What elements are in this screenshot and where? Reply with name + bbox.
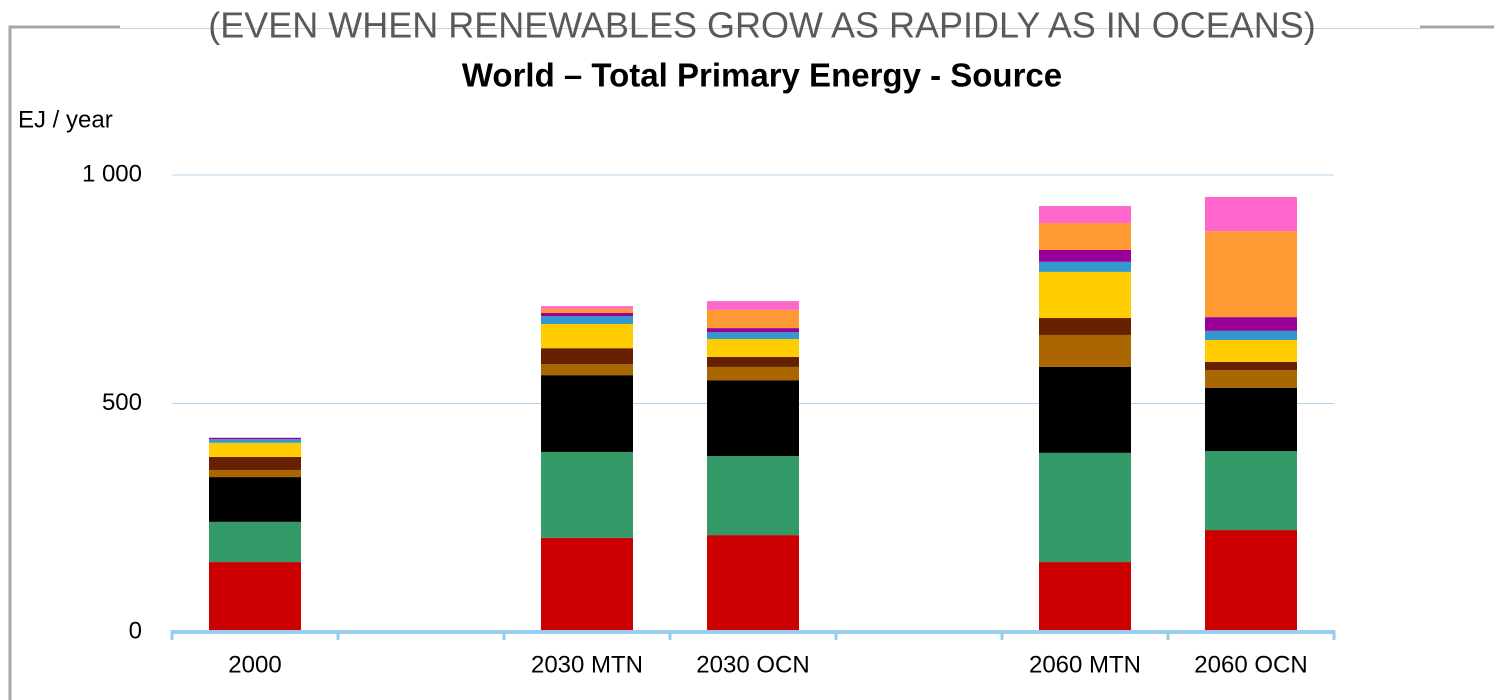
bar-segment [1205,451,1297,531]
bar-segment [541,308,633,314]
bar-segment [707,328,799,333]
y-tick-label: 0 [129,617,142,644]
bar-segment [707,366,799,381]
bar-segment [1039,261,1131,272]
bar-segment [1205,339,1297,362]
bar-segment [1205,370,1297,388]
y-axis-label: EJ / year [18,106,113,133]
chart-title: World – Total Primary Energy - Source [462,57,1062,94]
bar-segment [209,456,301,471]
bar-segment [707,356,799,367]
bar-segment [541,313,633,317]
bar-segment [707,332,799,340]
bar-segment [541,537,633,632]
bar-segment [1205,196,1297,232]
bar-segment [541,316,633,324]
bar-segment [1205,317,1297,331]
bar-segment [707,339,799,357]
bar-segment [541,375,633,452]
bar-segment [541,451,633,538]
title-backdrop [120,0,1420,28]
bar-segment [209,442,301,457]
bar-segment [1039,452,1131,563]
bar-segment [1039,334,1131,367]
bar-segment [209,470,301,478]
bar-segment [541,323,633,349]
bar-segment [1039,222,1131,250]
bar-segment [209,437,301,440]
bar-segment [1039,318,1131,335]
bar-segment [1205,231,1297,318]
x-tick-label: 2060 OCN [1194,651,1307,678]
bar-segment [209,439,301,443]
bar-segment [1205,330,1297,340]
y-tick-label: 1 000 [82,160,142,187]
bar-segment [1205,361,1297,371]
bar-segment [1205,387,1297,452]
bar-segment [707,380,799,457]
bar-segment [541,348,633,365]
bar-segment [1039,366,1131,453]
x-tick-label: 2000 [228,651,281,678]
y-tick-label: 500 [102,389,142,416]
bar-segment [209,521,301,563]
x-tick-label: 2060 MTN [1029,651,1141,678]
x-tick-label: 2030 OCN [696,651,809,678]
bar-segment [541,306,633,309]
bar-segment [707,456,799,536]
bar-segment [541,364,633,376]
supertitle: (EVEN WHEN RENEWABLES GROW AS RAPIDLY AS… [208,5,1316,46]
bar-segment [1039,271,1131,319]
bar-segment [209,477,301,522]
bar-segment [1039,562,1131,632]
bar-segment [209,562,301,632]
bar-segment [1039,206,1131,223]
x-tick-label: 2030 MTN [531,651,643,678]
bar-segment [707,535,799,632]
bar-segment [1039,249,1131,262]
bar-segment [707,309,799,329]
bar-segment [707,301,799,310]
bar-segment [1205,530,1297,632]
